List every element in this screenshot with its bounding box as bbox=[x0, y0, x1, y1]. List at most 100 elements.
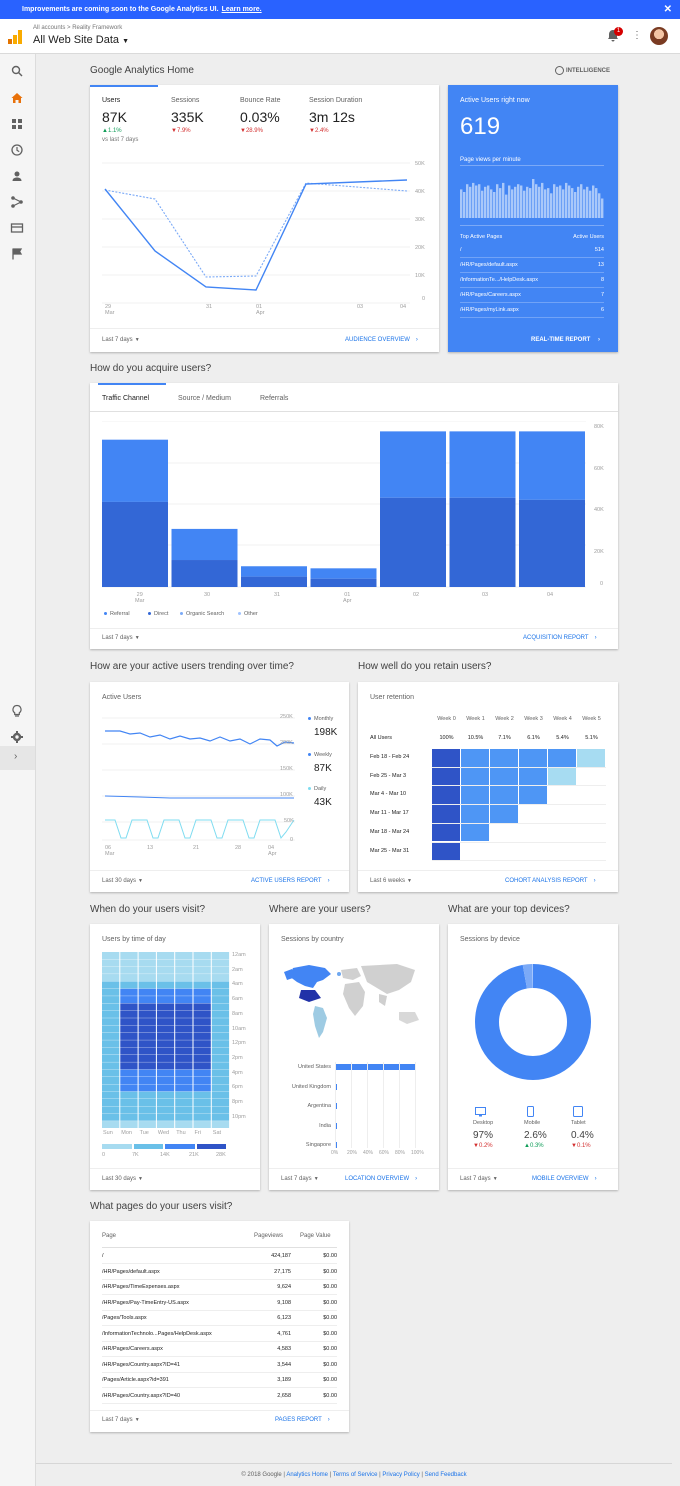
date-range-selector[interactable]: Last 7 days ▼ bbox=[460, 1176, 498, 1182]
property-selector[interactable]: All Web Site Data ▼ bbox=[33, 34, 129, 46]
search-icon[interactable] bbox=[10, 64, 24, 78]
date-range-selector[interactable]: Last 7 days ▼ bbox=[281, 1176, 319, 1182]
heatmap-cell bbox=[193, 1003, 211, 1011]
page-path[interactable]: /HR/Pages/Country.aspx?ID=41 bbox=[102, 1361, 181, 1368]
cohort-analysis-report-link[interactable]: COHORT ANALYSIS REPORT › bbox=[505, 878, 596, 884]
date-range-selector[interactable]: Last 7 days ▼ bbox=[102, 337, 140, 343]
footer-link-feedback[interactable]: Send Feedback bbox=[424, 1472, 467, 1478]
country-bar[interactable] bbox=[335, 1064, 415, 1070]
donut-slice[interactable] bbox=[475, 964, 591, 1080]
page-path[interactable]: /Pages/Tools.aspx bbox=[102, 1315, 147, 1321]
direct-bar[interactable] bbox=[519, 499, 585, 587]
audience-overview-link[interactable]: AUDIENCE OVERVIEW › bbox=[345, 337, 418, 343]
settings-gear-icon[interactable] bbox=[10, 730, 24, 744]
active-users-header: Active Users bbox=[573, 234, 604, 240]
day-label: Thu bbox=[176, 1130, 186, 1136]
direct-bar[interactable] bbox=[171, 560, 238, 587]
audience-person-icon[interactable] bbox=[10, 169, 24, 183]
date-range-selector[interactable]: Last 6 weeks ▼ bbox=[370, 878, 412, 884]
pageview-bar bbox=[532, 179, 535, 218]
x-tick: 01 Apr bbox=[256, 304, 265, 316]
home-icon[interactable] bbox=[10, 91, 24, 105]
page-path[interactable]: /HR/Pages/default.aspx bbox=[102, 1268, 160, 1275]
active-page-users: 514 bbox=[594, 247, 604, 253]
referral-bar[interactable] bbox=[310, 568, 377, 579]
direct-bar[interactable] bbox=[102, 501, 168, 587]
hour-label: 2pm bbox=[232, 1054, 243, 1061]
page-path[interactable]: /HR/Pages/Pay-TimeEntry-US.aspx bbox=[102, 1299, 189, 1306]
referral-bar[interactable] bbox=[519, 431, 585, 500]
active-page-path[interactable]: /HR/Pages/default.aspx bbox=[460, 262, 518, 268]
tab-source-medium[interactable]: Source / Medium bbox=[178, 395, 231, 402]
pageview-bar bbox=[490, 189, 493, 218]
acquisition-icon[interactable] bbox=[10, 195, 24, 209]
y-tick: 100K bbox=[280, 792, 293, 798]
expand-nav-button[interactable]: › bbox=[0, 746, 35, 770]
customization-icon[interactable] bbox=[10, 117, 24, 131]
learn-more-link[interactable]: Learn more. bbox=[221, 6, 262, 13]
date-range-selector[interactable]: Last 30 days ▼ bbox=[102, 878, 143, 884]
page-path[interactable]: /Pages/Article.aspx?id=391 bbox=[102, 1377, 169, 1383]
active-page-path[interactable]: /InformationTe.../HelpDesk.aspx bbox=[460, 277, 538, 283]
conversions-flag-icon[interactable] bbox=[10, 247, 24, 261]
referral-bar[interactable] bbox=[171, 528, 238, 561]
top-bar: All accounts > Reality Framework All Web… bbox=[0, 19, 680, 54]
retention-week-header: Week 2 bbox=[495, 716, 514, 722]
footer-link-analytics-home[interactable]: Analytics Home bbox=[286, 1472, 329, 1478]
cohort-row-label: Mar 25 - Mar 31 bbox=[370, 847, 410, 854]
realtime-report-link[interactable]: REAL-TIME REPORT › bbox=[531, 337, 601, 343]
acquisition-report-link[interactable]: ACQUISITION REPORT › bbox=[523, 635, 597, 641]
row-divider bbox=[432, 860, 606, 862]
y-tick: 40K bbox=[415, 189, 425, 195]
page-path[interactable]: /HR/Pages/TimeExpenses.aspx bbox=[102, 1284, 180, 1290]
breadcrumb[interactable]: All accounts > Reality Framework bbox=[33, 25, 123, 31]
heatmap-cell bbox=[193, 1054, 211, 1062]
referral-bar[interactable] bbox=[241, 566, 307, 577]
direct-bar[interactable] bbox=[380, 497, 446, 587]
avatar[interactable] bbox=[650, 27, 668, 45]
pages-report-link[interactable]: PAGES REPORT › bbox=[275, 1417, 330, 1423]
direct-bar[interactable] bbox=[241, 576, 307, 587]
heatmap-cell bbox=[156, 1003, 175, 1011]
donut-slice[interactable] bbox=[475, 964, 591, 1080]
hour-label: 8pm bbox=[232, 1099, 243, 1105]
monthly-line bbox=[105, 730, 295, 747]
date-range-selector[interactable]: Last 30 days ▼ bbox=[102, 1176, 143, 1182]
direct-bar[interactable] bbox=[310, 578, 377, 587]
footer-link-privacy[interactable]: Privacy Policy bbox=[382, 1472, 420, 1478]
date-range-selector[interactable]: Last 7 days ▼ bbox=[102, 1417, 140, 1423]
close-icon[interactable]: ✕ bbox=[663, 4, 672, 15]
active-page-path[interactable]: / bbox=[460, 247, 462, 253]
more-options-icon[interactable]: ⋮ bbox=[632, 30, 642, 41]
retention-cell bbox=[490, 749, 518, 767]
referral-bar[interactable] bbox=[102, 439, 168, 502]
heatmap-cell bbox=[156, 1032, 175, 1040]
country-label: United States bbox=[297, 1064, 331, 1070]
tab-traffic-channel[interactable]: Traffic Channel bbox=[102, 395, 150, 402]
page-path[interactable]: /InformationTechnolo...Pages/HelpDesk.as… bbox=[102, 1330, 212, 1337]
page-path[interactable]: / bbox=[102, 1253, 104, 1259]
active-page-path[interactable]: /HR/Pages/myLink.aspx bbox=[460, 307, 519, 313]
footer-link-terms[interactable]: Terms of Service bbox=[332, 1472, 378, 1478]
heatmap-cell bbox=[120, 1069, 138, 1077]
mobile-overview-link[interactable]: MOBILE OVERVIEW › bbox=[532, 1176, 597, 1182]
pageview-bar bbox=[550, 193, 553, 218]
location-overview-link[interactable]: LOCATION OVERVIEW › bbox=[345, 1176, 418, 1182]
heatmap-cell bbox=[120, 1018, 138, 1026]
direct-bar[interactable] bbox=[449, 497, 516, 587]
page-path[interactable]: /HR/Pages/Careers.aspx bbox=[102, 1346, 163, 1352]
heatmap-scale bbox=[102, 1144, 226, 1149]
pageview-bar bbox=[505, 194, 508, 218]
page-path[interactable]: /HR/Pages/Country.aspx?ID=40 bbox=[102, 1392, 181, 1399]
behavior-icon[interactable] bbox=[10, 221, 24, 235]
active-users-report-link[interactable]: ACTIVE USERS REPORT › bbox=[251, 878, 330, 884]
referral-bar[interactable] bbox=[380, 431, 446, 498]
realtime-clock-icon[interactable] bbox=[10, 143, 24, 157]
analytics-logo-icon[interactable] bbox=[8, 30, 22, 44]
tab-referrals[interactable]: Referrals bbox=[260, 395, 289, 402]
date-range-selector[interactable]: Last 7 days ▼ bbox=[102, 635, 140, 641]
intelligence-button[interactable]: INTELLIGENCE bbox=[555, 66, 610, 75]
lightbulb-icon[interactable] bbox=[10, 704, 24, 718]
active-page-path[interactable]: /HR/Pages/Careers.aspx bbox=[460, 292, 521, 298]
referral-bar[interactable] bbox=[449, 431, 516, 498]
